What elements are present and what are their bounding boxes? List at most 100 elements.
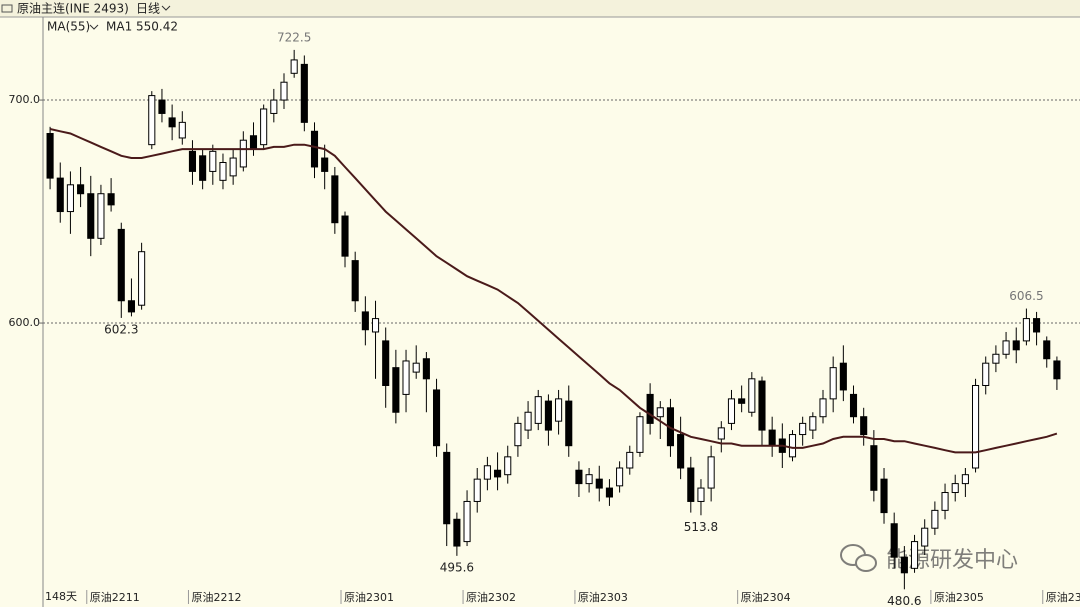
candle-body bbox=[900, 556, 908, 574]
watermark: 能源研发中心 bbox=[840, 544, 1018, 573]
candle-body bbox=[270, 99, 278, 114]
candle-body bbox=[310, 130, 319, 168]
extreme-label: 606.5 bbox=[1009, 289, 1043, 303]
candle-body bbox=[188, 150, 197, 172]
x-tick-label: 原油2301 bbox=[344, 590, 394, 604]
ma-name: MA1 bbox=[106, 20, 132, 34]
candle-body bbox=[300, 63, 308, 123]
candle-body bbox=[199, 155, 207, 181]
candle-body bbox=[504, 456, 512, 476]
candle-body bbox=[107, 193, 115, 206]
x-tick-label: 原油2303 bbox=[578, 590, 628, 604]
period[interactable]: 日线 bbox=[136, 2, 160, 16]
candle-body bbox=[1012, 340, 1020, 351]
candle-body bbox=[616, 467, 624, 487]
candle-body bbox=[382, 340, 390, 386]
candle-body bbox=[229, 157, 237, 177]
extreme-label: 722.5 bbox=[277, 30, 311, 44]
header-bar bbox=[0, 0, 1080, 17]
candle-body bbox=[209, 150, 217, 172]
candle-body bbox=[138, 251, 146, 306]
candle-body bbox=[849, 393, 858, 418]
candle-body bbox=[463, 500, 471, 543]
candle-body bbox=[321, 157, 329, 172]
candle-body bbox=[799, 422, 807, 436]
candle-body bbox=[494, 469, 502, 478]
candle-body bbox=[788, 434, 797, 458]
candle-body bbox=[809, 416, 817, 431]
ma-line bbox=[49, 128, 1058, 454]
candle-body bbox=[239, 139, 247, 168]
candle-body bbox=[249, 135, 258, 150]
menu-icon[interactable] bbox=[1, 4, 13, 13]
indicator[interactable]: MA(55) bbox=[47, 20, 90, 34]
candle-body bbox=[677, 434, 685, 469]
candle-body bbox=[514, 422, 522, 447]
extreme-label: 480.6 bbox=[887, 594, 921, 607]
candle-body bbox=[178, 121, 186, 139]
candle-body bbox=[697, 487, 705, 502]
extreme-label: 495.6 bbox=[440, 560, 474, 574]
candle-body bbox=[371, 318, 380, 333]
candle-body bbox=[717, 427, 725, 440]
candle-body bbox=[992, 353, 1000, 364]
indicator-dropdown[interactable] bbox=[89, 24, 99, 30]
candle-body bbox=[575, 469, 583, 485]
period-dropdown[interactable] bbox=[161, 5, 171, 11]
candle-body bbox=[880, 478, 888, 514]
x-tick-label: 原油2305 bbox=[934, 590, 984, 604]
candle-body bbox=[921, 527, 929, 547]
candle-body bbox=[727, 398, 736, 424]
candle-body bbox=[646, 393, 654, 424]
candle-body bbox=[941, 492, 949, 511]
candle-body bbox=[46, 133, 54, 179]
candle-body bbox=[687, 467, 695, 502]
candle-body bbox=[1043, 340, 1051, 360]
candle-body bbox=[738, 398, 746, 404]
candle-body bbox=[168, 117, 176, 128]
candle-body bbox=[56, 177, 64, 213]
candle-body bbox=[453, 518, 461, 547]
candle-body bbox=[595, 478, 603, 489]
candle-body bbox=[77, 184, 85, 195]
candle-body bbox=[148, 95, 156, 146]
x-tick-label: 原油23 bbox=[1046, 590, 1080, 604]
candle-body bbox=[290, 59, 298, 74]
candle-body bbox=[910, 541, 919, 569]
candle-body bbox=[87, 193, 95, 239]
candle-body bbox=[524, 411, 532, 431]
candle-body bbox=[565, 400, 573, 447]
candle-body bbox=[951, 483, 959, 494]
extreme-label: 602.3 bbox=[104, 322, 138, 336]
candle-body bbox=[219, 161, 227, 181]
x-tick-label: 原油2304 bbox=[741, 590, 791, 604]
candle-body bbox=[331, 175, 339, 224]
candle-body bbox=[341, 215, 349, 257]
candle-body bbox=[534, 396, 542, 424]
candle-body bbox=[66, 184, 74, 213]
candle-body bbox=[473, 478, 481, 502]
candle-body bbox=[483, 465, 491, 480]
x-tick-label: 原油2212 bbox=[191, 590, 241, 604]
candle-body bbox=[555, 398, 563, 422]
candle-body bbox=[890, 523, 898, 558]
candle-body bbox=[768, 429, 776, 447]
candle-body bbox=[626, 451, 634, 469]
y-tick-label: 600.0 bbox=[9, 316, 41, 329]
candle-body bbox=[829, 367, 837, 400]
candle-body bbox=[260, 108, 268, 146]
candle-body bbox=[97, 193, 105, 239]
candle-body bbox=[117, 228, 125, 302]
candle-body bbox=[982, 362, 990, 386]
x-tick-label: 原油2302 bbox=[466, 590, 516, 604]
symbol[interactable]: 原油主连(INE 2493) bbox=[17, 1, 129, 16]
candle-body bbox=[402, 360, 410, 395]
extreme-label: 513.8 bbox=[684, 520, 718, 534]
candle-body bbox=[860, 416, 868, 436]
candle-body bbox=[839, 362, 847, 391]
candle-body bbox=[656, 407, 664, 418]
y-tick-label: 700.0 bbox=[9, 93, 41, 106]
candle-body bbox=[819, 398, 827, 418]
